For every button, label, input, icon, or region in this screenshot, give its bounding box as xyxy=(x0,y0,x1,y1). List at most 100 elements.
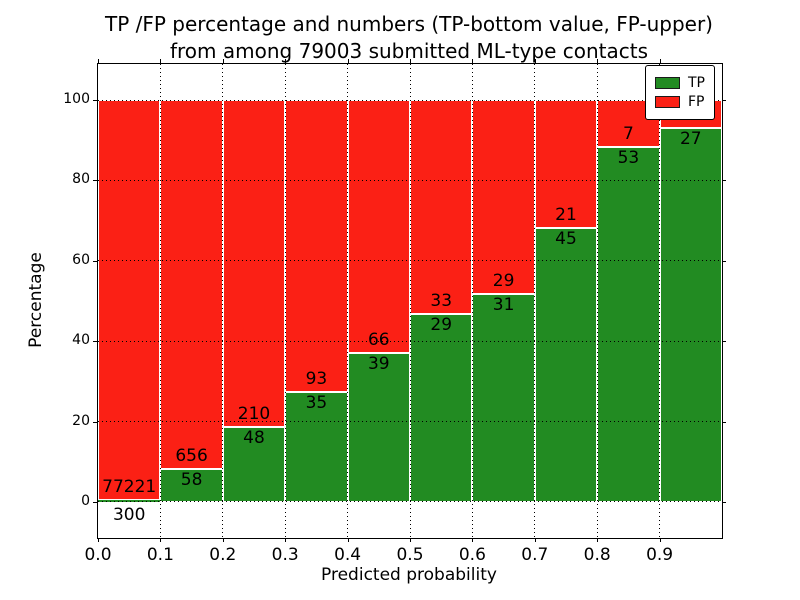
gridline-horizontal xyxy=(98,501,722,503)
bar-label-fp-count: 77221 xyxy=(102,477,157,498)
x-tick-mark-top xyxy=(98,59,99,63)
bar-segment-tp xyxy=(410,313,473,502)
gridline-horizontal xyxy=(98,179,722,181)
y-tick-mark xyxy=(93,100,97,102)
y-tick-mark-right xyxy=(722,180,726,182)
x-tick-label: 0.1 xyxy=(146,545,174,565)
x-tick-label: 0.5 xyxy=(396,545,424,565)
legend-swatch-fp xyxy=(655,96,680,108)
gridline-horizontal xyxy=(98,99,722,101)
legend-label-tp: TP xyxy=(688,75,705,91)
x-tick-label: 0.6 xyxy=(458,545,486,565)
x-tick-mark xyxy=(410,538,411,542)
gridline-vertical xyxy=(222,64,224,538)
x-tick-label: 0.3 xyxy=(271,545,299,565)
bar-segment-tp xyxy=(659,127,722,502)
bar-label-tp-count: 27 xyxy=(679,128,702,149)
bar-segment-tp xyxy=(222,427,286,502)
y-tick-label: 20 xyxy=(72,412,90,429)
x-tick-mark xyxy=(597,538,599,542)
gridline-vertical xyxy=(284,64,286,538)
bar-label-fp-count: 33 xyxy=(430,290,453,311)
x-tick-mark xyxy=(472,538,474,542)
bar-label-fp-count: 7 xyxy=(622,124,634,145)
y-tick-label: 40 xyxy=(72,332,90,349)
gridline-vertical xyxy=(347,64,349,538)
bar-label-fp-count: 66 xyxy=(367,329,390,350)
x-tick-mark-top xyxy=(534,59,536,63)
bar-segment-fp xyxy=(160,100,223,470)
chart-title-line2: from among 79003 submitted ML-type conta… xyxy=(169,39,649,63)
x-tick-mark-top xyxy=(222,59,224,63)
bar-label-fp-count: 210 xyxy=(237,404,271,425)
legend-entry-tp: TP xyxy=(655,75,705,91)
bar-segment-fp xyxy=(347,100,410,353)
bar-label-fp-count: 656 xyxy=(175,446,208,467)
y-tick-mark-right xyxy=(722,341,726,343)
bar-segment-fp xyxy=(472,100,535,295)
bar-label-tp-count: 29 xyxy=(430,314,453,335)
x-tick-mark xyxy=(222,538,224,542)
y-tick-mark-right xyxy=(722,421,726,423)
gridline-vertical xyxy=(159,64,161,538)
gridline-horizontal xyxy=(98,260,722,262)
x-tick-label: 0.8 xyxy=(583,545,611,565)
gridline-horizontal xyxy=(98,421,722,422)
bar-segment-tp xyxy=(285,392,348,502)
bar-label-tp-count: 48 xyxy=(243,428,265,449)
gridline-vertical xyxy=(534,64,536,538)
x-tick-mark-top xyxy=(160,59,162,63)
x-tick-label: 0.0 xyxy=(84,545,112,565)
bar-segment-fp xyxy=(285,100,348,392)
x-tick-mark-top xyxy=(410,59,411,63)
bar-segment-fp xyxy=(534,100,598,228)
bar-label-tp-count: 31 xyxy=(492,295,515,316)
bar-label-tp-count: 39 xyxy=(367,353,390,374)
y-axis-label: Percentage xyxy=(26,252,46,348)
bar-segment-tp xyxy=(160,469,223,502)
y-tick-mark xyxy=(93,180,97,182)
bar-label-tp-count: 53 xyxy=(617,148,640,169)
x-tick-label: 0.7 xyxy=(521,545,549,565)
bar-label-tp-count: 35 xyxy=(305,393,328,413)
y-tick-mark xyxy=(93,260,97,262)
gridline-vertical xyxy=(471,64,473,538)
y-tick-mark-right xyxy=(722,501,726,503)
x-tick-mark xyxy=(347,538,349,542)
x-tick-mark xyxy=(160,538,162,542)
bar-segment-tp xyxy=(347,352,410,502)
bar-segment-fp xyxy=(98,100,161,501)
x-tick-mark-top xyxy=(659,59,661,63)
x-tick-mark-top xyxy=(597,59,599,63)
gridline-vertical xyxy=(659,64,661,538)
bar-segment-fp xyxy=(410,100,473,314)
x-tick-mark-top xyxy=(472,59,474,63)
bar-label-tp-count: 300 xyxy=(112,504,146,525)
y-tick-label: 0 xyxy=(81,492,90,509)
x-tick-mark xyxy=(659,538,661,542)
x-tick-mark-top xyxy=(347,59,349,63)
x-tick-mark xyxy=(534,538,536,542)
y-tick-mark-right xyxy=(722,260,726,262)
chart-title: TP /FP percentage and numbers (TP-bottom… xyxy=(97,11,721,65)
legend-entry-fp: FP xyxy=(655,94,705,110)
y-tick-label: 60 xyxy=(72,251,90,268)
x-tick-label: 0.2 xyxy=(209,545,237,565)
bar-segment-fp xyxy=(222,100,286,428)
bar-label-fp-count: 29 xyxy=(492,271,515,292)
x-tick-label: 0.9 xyxy=(646,545,674,565)
x-tick-mark xyxy=(98,538,99,542)
bar-label-tp-count: 58 xyxy=(180,470,203,491)
bar-segment-tp xyxy=(597,147,660,502)
gridline-horizontal xyxy=(98,340,722,342)
plot-area: 77221 300 656 58 210 48 93 35 66 39 33 29 29 31 21 45 7 5… xyxy=(63,59,726,565)
x-axis-label: Predicted probability xyxy=(321,565,497,585)
bar-segment-tp xyxy=(472,294,535,502)
x-tick-label: 0.4 xyxy=(334,545,362,565)
x-tick-mark-top xyxy=(285,59,287,63)
gridline-vertical xyxy=(596,64,598,538)
y-tick-mark-right xyxy=(722,100,726,102)
x-tick-mark xyxy=(285,538,287,542)
y-tick-mark xyxy=(93,421,97,423)
